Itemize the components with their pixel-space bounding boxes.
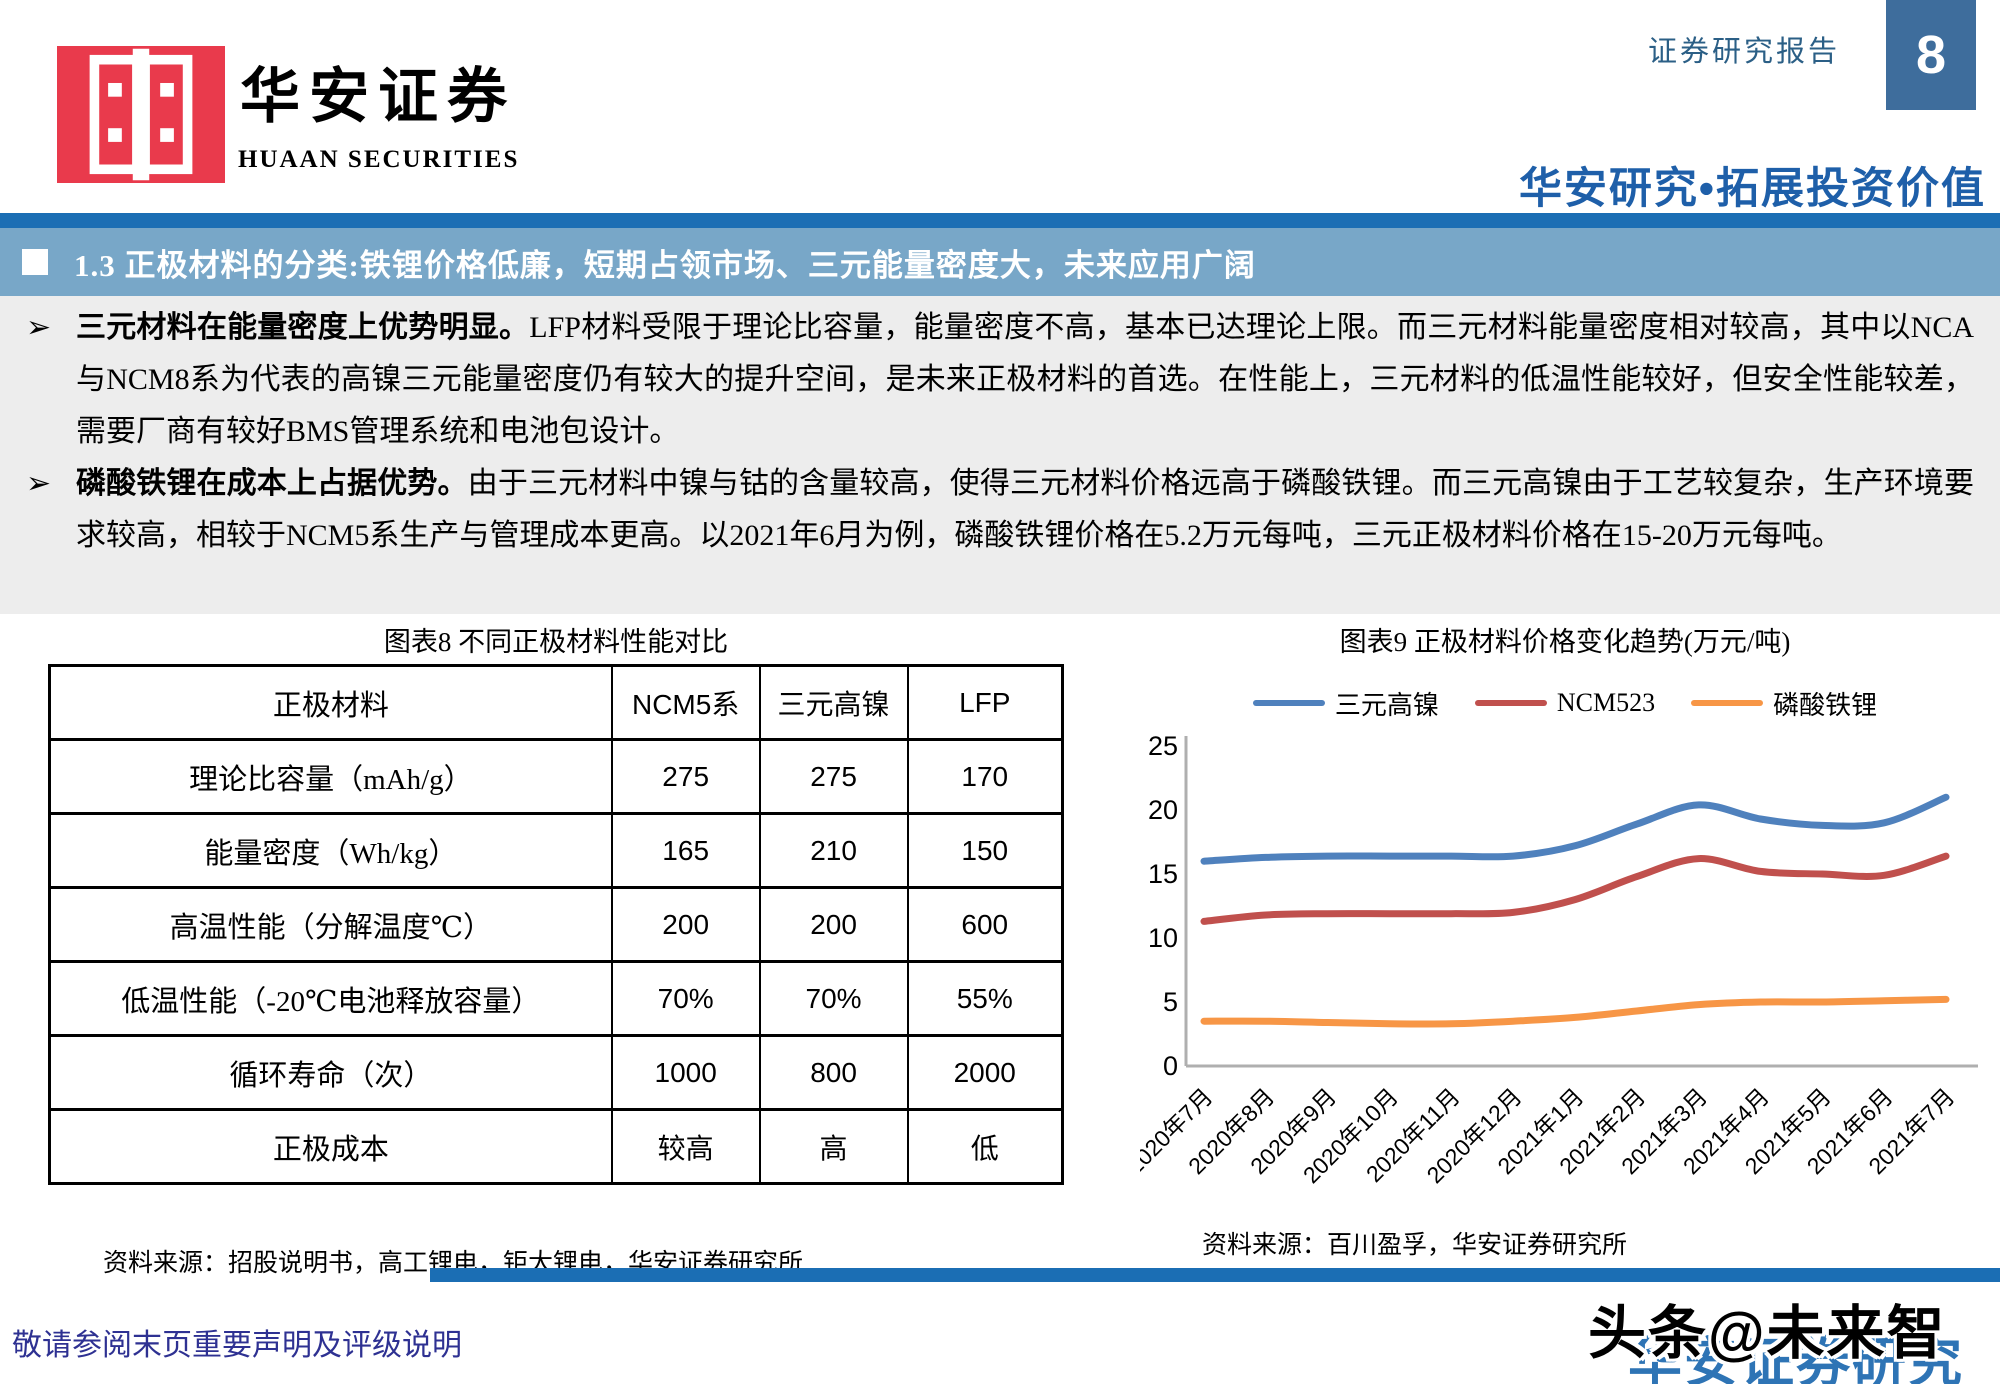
row-label-cell: 正极成本 xyxy=(48,1108,613,1185)
y-axis-tick-label: 25 xyxy=(1148,731,1178,761)
table-header-row: 正极材料 NCM5系 三元高镍 LFP xyxy=(48,664,1064,741)
figure-9-title: 图表9 正极材料价格变化趋势(万元/吨) xyxy=(1339,627,1791,657)
y-axis-tick-label: 5 xyxy=(1163,987,1178,1017)
body-content: ➢ 三元材料在能量密度上优势明显。LFP材料受限于理论比容量，能量密度不高，基本… xyxy=(0,296,2000,614)
legend-item: NCM523 xyxy=(1474,688,1656,718)
table-row: 能量密度（Wh/kg） 165 210 150 xyxy=(48,812,1064,889)
row-value-cell: 55% xyxy=(906,960,1064,1037)
price-trend-chart: 05101520252020年7月2020年8月2020年9月2020年10月2… xyxy=(1121,731,1978,1188)
row-value-cell: 275 xyxy=(610,738,761,815)
legend-label: NCM523 xyxy=(1556,688,1656,717)
row-value-cell: 较高 xyxy=(610,1108,761,1185)
legend-line-swatch xyxy=(1252,700,1325,706)
legend-label: 三元高镍 xyxy=(1334,690,1439,720)
huaan-logo xyxy=(57,46,225,183)
table-header-material: 正极材料 xyxy=(48,664,613,741)
y-axis-tick-label: 10 xyxy=(1148,923,1178,953)
legend-line-swatch xyxy=(1691,700,1764,706)
figure-8: 图表8 不同正极材料性能对比 正极材料 NCM5系 三元高镍 LFP 理论比容量（mAh… xyxy=(48,620,1064,1279)
table-header-cell: LFP xyxy=(906,664,1064,741)
table-row: 高温性能（分解温度℃） 200 200 600 xyxy=(48,886,1064,963)
disclaimer-text: 敬请参阅末页重要声明及评级说明 xyxy=(12,1329,462,1362)
legend-item: 三元高镍 xyxy=(1252,685,1439,722)
row-value-cell: 200 xyxy=(758,886,909,963)
series-line-NCM523 xyxy=(1200,852,1950,925)
chart-legend: 三元高镍 NCM523 磷酸铁锂 xyxy=(1140,682,1990,724)
figure-9: 图表9 正极材料价格变化趋势(万元/吨) 三元高镍 NCM523 磷酸铁锂 0 5 10… xyxy=(1121,620,1990,1261)
y-axis-tick-label: 15 xyxy=(1148,859,1178,889)
row-value-cell: 165 xyxy=(610,812,761,889)
y-axis-tick-label: 0 xyxy=(1163,1051,1178,1081)
huaan-logo-icon xyxy=(89,48,193,181)
row-value-cell: 70% xyxy=(758,960,909,1037)
logo-company-name-en: HUAAN SECURITIES xyxy=(238,146,520,173)
section-title: 1.3 正极材料的分类:铁锂价格低廉，短期占领市场、三元能量密度大，未来应用广阔 xyxy=(74,247,1256,283)
row-value-cell: 70% xyxy=(610,960,761,1037)
bullet-2-body: 由于三元材料中镍与钴的含量较高，使得三元材料价格远高于磷酸铁锂。而三元高镍由于工… xyxy=(76,467,1975,552)
row-value-cell: 2000 xyxy=(906,1034,1064,1111)
section-marker-square xyxy=(22,249,48,275)
row-label-cell: 循环寿命（次） xyxy=(48,1034,613,1111)
table-row: 正极成本 较高高低 xyxy=(48,1108,1064,1185)
bullet-1-body: LFP材料受限于理论比容量，能量密度不高，基本已达理论上限。而三元材料能量密度相… xyxy=(76,311,1974,448)
row-label-cell: 高温性能（分解温度℃） xyxy=(48,886,613,963)
series-line-三元高镍 xyxy=(1200,793,1950,865)
row-value-cell: 200 xyxy=(610,886,761,963)
row-value-cell: 高 xyxy=(758,1108,909,1185)
row-value-cell: 600 xyxy=(906,886,1064,963)
row-value-cell: 170 xyxy=(906,738,1064,815)
table-row: 低温性能（-20℃电池释放容量） 70% 70% 55% xyxy=(48,960,1064,1037)
bullet-2-lead: 磷酸铁锂在成本上占据优势。 xyxy=(76,467,468,500)
row-label-cell: 能量密度（Wh/kg） xyxy=(48,812,613,889)
row-value-cell: 800 xyxy=(758,1034,909,1111)
row-label-cell: 理论比容量（mAh/g） xyxy=(48,738,613,815)
row-label-cell: 低温性能（-20℃电池释放容量） xyxy=(48,960,613,1037)
bullet-1: ➢ 三元材料在能量密度上优势明显。LFP材料受限于理论比容量，能量密度不高，基本… xyxy=(26,302,1974,458)
legend-label: 磷酸铁锂 xyxy=(1773,690,1878,720)
watermark-front-text: 头条@未来智库 xyxy=(1588,1301,1947,1366)
arrow-bullet-icon: ➢ xyxy=(26,310,52,345)
footer-divider-bar xyxy=(430,1268,2000,1282)
row-value-cell: 低 xyxy=(906,1108,1064,1185)
bullet-1-lead: 三元材料在能量密度上优势明显。 xyxy=(76,311,530,344)
row-value-cell: 150 xyxy=(906,812,1064,889)
table-row: 理论比容量（mAh/g） 275 275 170 xyxy=(48,738,1064,815)
table-header-cell: 三元高镍 xyxy=(758,664,909,741)
bullet-2: ➢ 磷酸铁锂在成本上占据优势。由于三元材料中镍与钴的含量较高，使得三元材料价格远… xyxy=(26,458,1974,562)
section-header-bar: 1.3 正极材料的分类:铁锂价格低廉，短期占领市场、三元能量密度大，未来应用广阔 xyxy=(0,228,2000,296)
table-header-cell: NCM5系 xyxy=(610,664,761,741)
bullet-1-text: 三元材料在能量密度上优势明显。LFP材料受限于理论比容量，能量密度不高，基本已达… xyxy=(76,302,1974,458)
brand-tagline: 华安研究•拓展投资价值 xyxy=(1518,165,1986,213)
row-value-cell: 1000 xyxy=(610,1034,761,1111)
header-divider-bar xyxy=(0,213,2000,228)
watermark-back-text: 华安证券研究所 xyxy=(1628,1333,1964,1384)
figure-9-source: 资料来源：百川盈孚，华安证券研究所 xyxy=(1202,1232,1628,1259)
logo-company-name: 华安证券 xyxy=(240,64,516,130)
report-type-label: 证券研究报告 xyxy=(1648,36,1841,68)
row-value-cell: 275 xyxy=(758,738,909,815)
legend-item: 磷酸铁锂 xyxy=(1691,685,1877,722)
figure-8-title: 图表8 不同正极材料性能对比 xyxy=(383,627,729,657)
series-line-磷酸铁锂 xyxy=(1200,995,1950,1028)
arrow-bullet-icon: ➢ xyxy=(26,466,52,501)
y-axis-tick-label: 20 xyxy=(1148,795,1178,825)
material-comparison-table: 正极材料 NCM5系 三元高镍 LFP 理论比容量（mAh/g） 275 275 170 能量密… xyxy=(48,664,1064,1185)
table-row: 循环寿命（次） 1000 800 2000 xyxy=(48,1034,1064,1111)
row-value-cell: 210 xyxy=(758,812,909,889)
legend-line-swatch xyxy=(1474,700,1547,706)
bullet-2-text: 磷酸铁锂在成本上占据优势。由于三元材料中镍与钴的含量较高，使得三元材料价格远高于… xyxy=(76,458,1974,562)
page-number-badge: 8 xyxy=(1886,0,1976,110)
